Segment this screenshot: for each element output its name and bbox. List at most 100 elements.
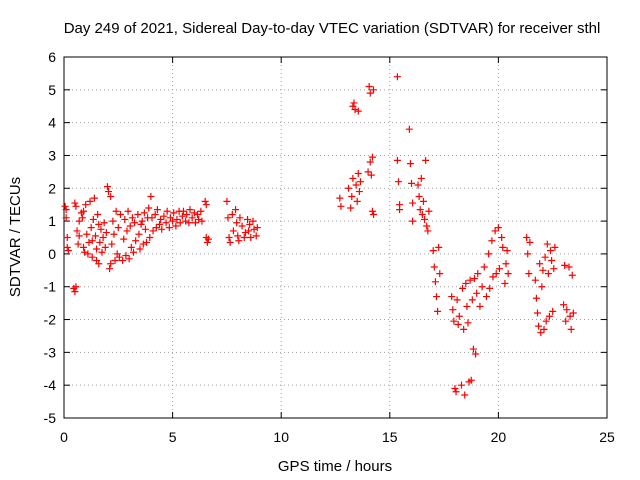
data-point [102, 229, 110, 237]
data-point [136, 245, 144, 253]
data-point [457, 381, 465, 389]
data-point [112, 207, 120, 215]
axis-ticks [63, 56, 608, 419]
data-point [434, 307, 442, 315]
data-point [138, 217, 146, 225]
data-point [62, 206, 70, 214]
data-point [366, 158, 374, 166]
data-point [368, 207, 376, 215]
data-point [107, 192, 115, 200]
data-point [94, 211, 102, 219]
data-point [73, 227, 81, 235]
data-point [464, 319, 472, 327]
data-point [123, 227, 131, 235]
data-point [115, 253, 123, 261]
data-point [202, 201, 210, 209]
data-point [548, 256, 556, 264]
data-point [567, 325, 575, 333]
x-tick-label: 5 [169, 429, 177, 445]
data-point [504, 270, 512, 278]
data-point [146, 234, 154, 241]
data-point [253, 224, 261, 232]
data-point [185, 219, 193, 227]
data-point [131, 219, 139, 227]
data-point [109, 217, 117, 225]
data-point [450, 317, 458, 325]
data-point [406, 160, 414, 168]
data-point [61, 202, 69, 210]
data-point [238, 222, 246, 230]
data-point [88, 237, 96, 245]
data-point [536, 260, 544, 268]
data-point [139, 240, 147, 248]
data-point [130, 248, 138, 256]
data-point [179, 207, 187, 215]
data-point [488, 237, 496, 245]
data-point [524, 250, 532, 258]
data-point [541, 253, 549, 261]
data-point [201, 197, 209, 205]
data-point [463, 302, 471, 310]
y-tick-label: -1 [44, 279, 57, 295]
y-tick-label: 3 [48, 147, 56, 163]
data-point [188, 214, 196, 222]
data-point [523, 234, 531, 241]
tick-labels: 0 5 10 15 20 25 -5 -4 -3 -2 -1 0 1 2 3 4 5 6 [44, 49, 615, 445]
data-point [448, 293, 456, 301]
data-point [542, 317, 550, 325]
data-point [89, 215, 97, 223]
data-point [186, 206, 194, 214]
data-point [454, 320, 462, 328]
data-point [86, 197, 94, 205]
data-point [198, 217, 206, 225]
data-point [246, 220, 254, 228]
x-tick-label: 25 [599, 429, 615, 445]
data-point [228, 211, 236, 219]
data-point [449, 306, 457, 314]
data-point [125, 255, 133, 263]
data-point [417, 174, 425, 182]
data-point [409, 199, 417, 207]
data-point [90, 194, 98, 202]
data-point [157, 215, 165, 223]
data-point [370, 86, 378, 94]
data-point [72, 202, 80, 210]
data-point [349, 174, 357, 182]
data-point [81, 248, 89, 256]
data-point [467, 376, 475, 384]
data-point [366, 89, 374, 97]
data-point [436, 270, 444, 278]
data-point [460, 325, 468, 333]
data-point [393, 73, 401, 81]
data-point [83, 230, 91, 238]
data-point [149, 227, 157, 235]
data-point [347, 204, 355, 212]
data-point [178, 212, 186, 220]
data-point [429, 247, 437, 255]
x-axis-label: GPS time / hours [278, 458, 392, 475]
data-point [549, 307, 557, 315]
data-point [82, 201, 90, 209]
y-tick-label: 1 [48, 213, 56, 229]
data-point [165, 224, 173, 232]
data-point [182, 217, 190, 225]
data-point [101, 243, 109, 251]
data-point [195, 215, 203, 223]
data-point [543, 240, 551, 248]
data-point [233, 219, 241, 227]
data-point [84, 250, 92, 258]
data-point [537, 329, 545, 337]
y-tick-label: -2 [44, 312, 57, 328]
data-point [148, 214, 156, 222]
data-point [173, 215, 181, 223]
data-point [368, 153, 376, 161]
data-point [71, 288, 79, 296]
data-point [78, 214, 86, 222]
data-point [143, 238, 151, 246]
data-point [194, 211, 202, 219]
data-point [393, 156, 401, 164]
data-point [421, 215, 429, 223]
data-point [176, 219, 184, 227]
data-point [252, 232, 260, 240]
data-point [540, 325, 548, 333]
